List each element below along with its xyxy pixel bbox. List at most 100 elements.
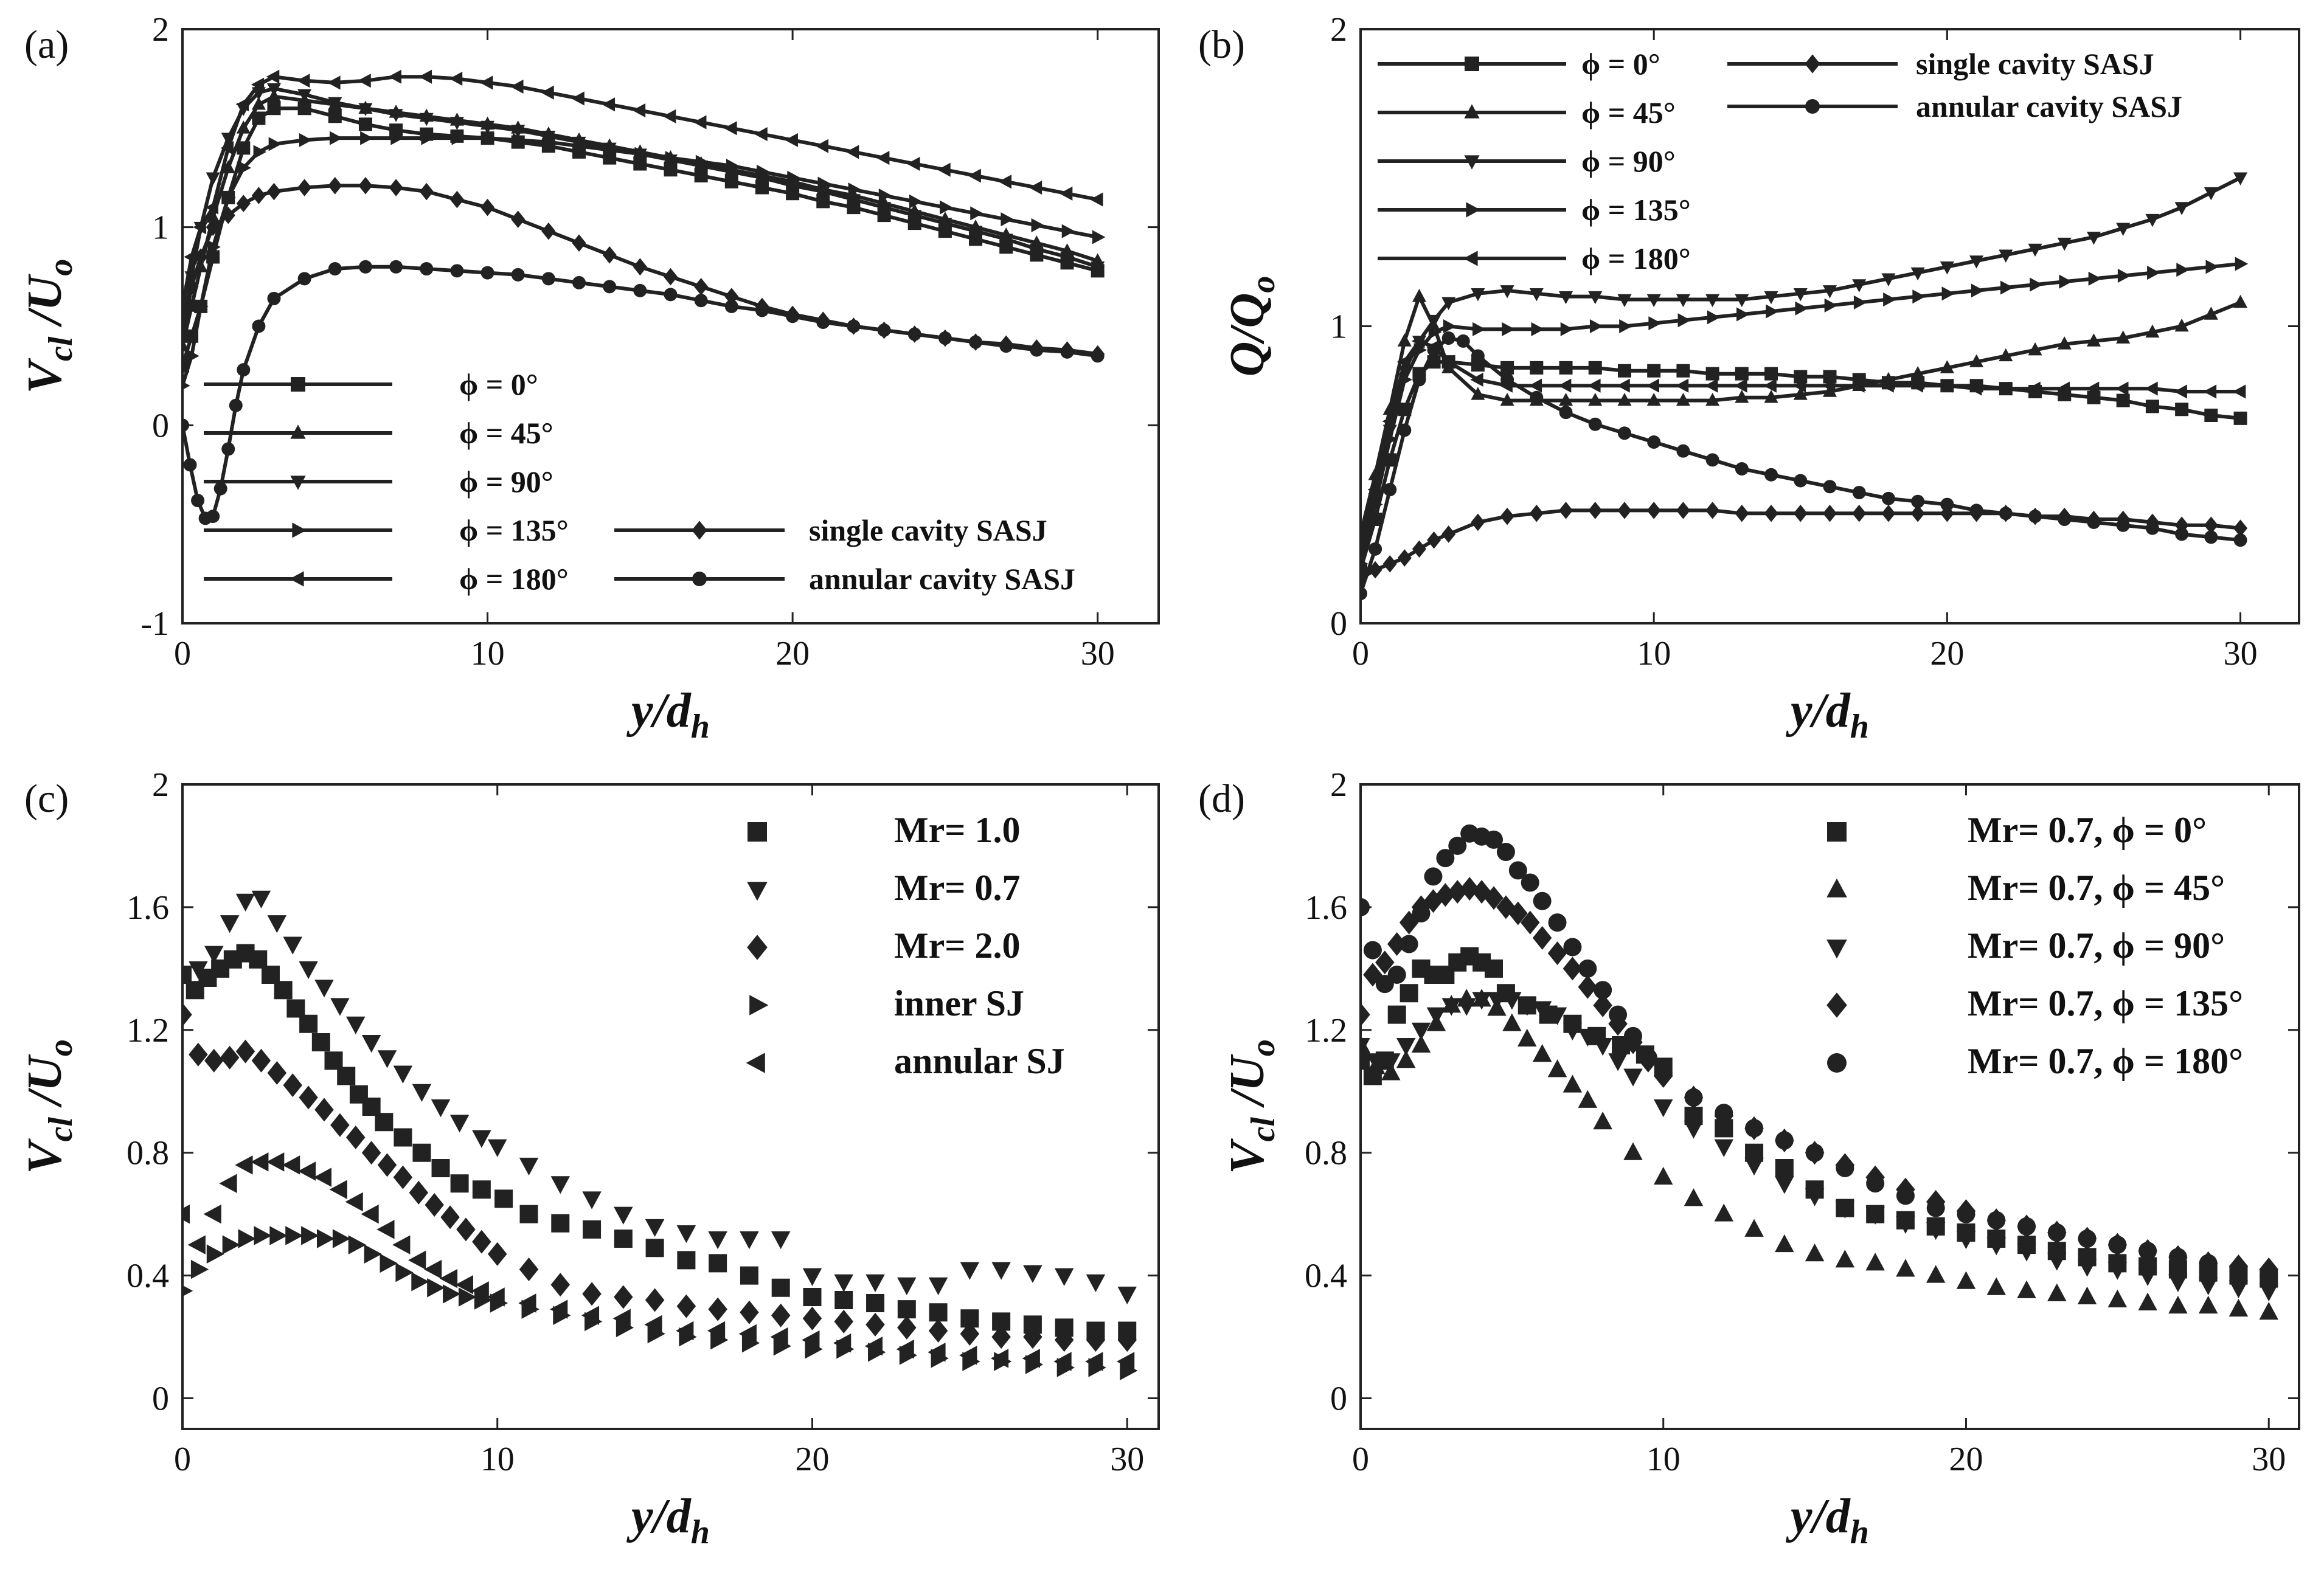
data-point — [1853, 295, 1867, 310]
data-point — [968, 226, 983, 239]
data-point — [1968, 381, 1982, 396]
data-point — [1705, 392, 1720, 406]
data-point — [390, 131, 404, 145]
data-point — [1646, 378, 1659, 393]
data-point — [297, 179, 312, 196]
data-point — [236, 195, 251, 212]
data-point — [771, 1231, 791, 1250]
data-point — [1744, 1157, 1764, 1176]
data-point — [1926, 1199, 1945, 1217]
data-point — [1940, 360, 1954, 373]
data-point — [1560, 322, 1574, 336]
data-point — [2028, 342, 2042, 356]
data-point — [299, 1014, 318, 1033]
data-point — [1735, 504, 1749, 522]
legend-label: Mr= 0.7, ϕ = 90° — [1968, 925, 2225, 966]
data-point — [1999, 507, 2013, 521]
data-point — [959, 1346, 977, 1365]
data-point — [191, 494, 205, 508]
data-point — [1055, 1318, 1074, 1337]
data-point — [482, 131, 496, 145]
data-point — [1530, 390, 1544, 404]
data-point — [1735, 390, 1749, 403]
data-point — [237, 363, 251, 377]
data-point — [182, 1003, 192, 1027]
data-point — [187, 1235, 206, 1254]
data-point — [1735, 294, 1749, 308]
data-point — [360, 131, 373, 145]
data-point — [235, 97, 249, 112]
data-point — [311, 1033, 330, 1051]
data-point — [251, 1048, 271, 1073]
data-point — [877, 323, 891, 337]
data-point — [512, 133, 526, 147]
legend-marker — [290, 571, 304, 587]
data-point — [1456, 334, 1470, 348]
data-point — [1794, 474, 1808, 488]
data-point — [662, 109, 676, 123]
data-point — [755, 181, 769, 195]
data-point — [1443, 319, 1457, 334]
legend-marker — [291, 377, 305, 392]
data-point — [677, 1251, 696, 1270]
data-point — [412, 1084, 432, 1102]
data-point — [2145, 521, 2159, 535]
series-line — [1361, 291, 2241, 535]
x-tick-label: 0 — [1352, 1441, 1369, 1478]
data-point — [1744, 1219, 1764, 1237]
data-point — [182, 381, 190, 390]
data-point — [1547, 1059, 1567, 1078]
data-point — [1684, 1121, 1704, 1139]
data-point — [267, 102, 281, 116]
data-point — [1805, 1244, 1825, 1262]
data-point — [412, 1143, 431, 1162]
data-point — [1823, 480, 1837, 494]
data-point — [1822, 285, 1837, 299]
data-point — [647, 1324, 665, 1344]
data-point — [472, 1130, 491, 1148]
data-point — [1593, 1038, 1612, 1056]
data-point — [2086, 333, 2101, 347]
data-point — [1957, 1205, 1975, 1223]
data-point — [938, 331, 952, 345]
data-point — [1647, 435, 1661, 449]
data-point — [261, 965, 280, 984]
data-point — [1653, 1166, 1673, 1185]
legend-marker — [747, 822, 767, 842]
data-point — [969, 335, 983, 349]
data-point — [266, 1152, 285, 1172]
legend-marker — [1466, 202, 1480, 218]
legend-marker — [290, 476, 306, 490]
data-point — [2116, 393, 2130, 407]
y-tick-label: 2 — [1330, 11, 1347, 49]
legend-label: single cavity SASJ — [809, 513, 1047, 547]
data-point — [203, 1204, 221, 1224]
data-point — [266, 83, 282, 97]
data-point — [1375, 950, 1395, 975]
data-point — [940, 200, 953, 215]
data-point — [1714, 1139, 1734, 1157]
data-point — [450, 264, 464, 278]
data-point — [251, 187, 266, 204]
data-point — [541, 85, 554, 100]
plot-area — [182, 69, 1106, 525]
data-point — [393, 1065, 413, 1084]
data-point — [253, 145, 267, 159]
series-triangle-down — [182, 890, 1137, 1305]
legend-label: Mr= 0.7, ϕ = 135° — [1968, 983, 2243, 1023]
data-point — [1745, 1119, 1764, 1138]
data-point — [487, 1242, 507, 1266]
data-point — [182, 967, 192, 986]
data-point — [190, 1259, 209, 1279]
y-tick-label: -1 — [140, 605, 169, 643]
data-point — [431, 1099, 451, 1118]
data-point — [1435, 883, 1455, 907]
series-triangle-up — [1361, 289, 2248, 540]
data-point — [1396, 355, 1410, 369]
data-point — [1852, 279, 1867, 292]
data-point — [328, 262, 342, 276]
data-point — [1775, 1176, 1794, 1194]
data-point — [1412, 289, 1426, 302]
data-point — [392, 1235, 411, 1254]
data-point — [1910, 504, 1925, 522]
